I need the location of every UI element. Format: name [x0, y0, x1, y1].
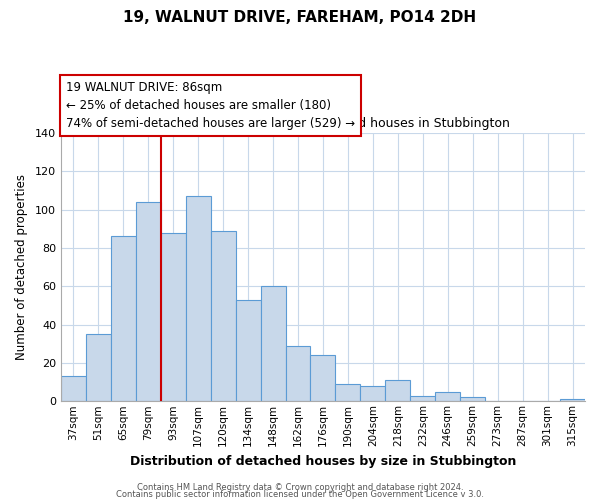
- Bar: [211, 230, 236, 402]
- Bar: [161, 232, 186, 402]
- Bar: [560, 400, 585, 402]
- Bar: [385, 380, 410, 402]
- Bar: [335, 384, 361, 402]
- Y-axis label: Number of detached properties: Number of detached properties: [15, 174, 28, 360]
- Bar: [61, 376, 86, 402]
- Bar: [186, 196, 211, 402]
- Text: Contains public sector information licensed under the Open Government Licence v : Contains public sector information licen…: [116, 490, 484, 499]
- Text: Contains HM Land Registry data © Crown copyright and database right 2024.: Contains HM Land Registry data © Crown c…: [137, 484, 463, 492]
- Bar: [86, 334, 111, 402]
- Bar: [236, 300, 260, 402]
- Text: 19 WALNUT DRIVE: 86sqm
← 25% of detached houses are smaller (180)
74% of semi-de: 19 WALNUT DRIVE: 86sqm ← 25% of detached…: [66, 81, 355, 130]
- Bar: [460, 398, 485, 402]
- X-axis label: Distribution of detached houses by size in Stubbington: Distribution of detached houses by size …: [130, 454, 516, 468]
- Bar: [310, 356, 335, 402]
- Bar: [410, 396, 435, 402]
- Bar: [260, 286, 286, 402]
- Bar: [136, 202, 161, 402]
- Title: Size of property relative to detached houses in Stubbington: Size of property relative to detached ho…: [136, 118, 510, 130]
- Bar: [286, 346, 310, 402]
- Bar: [435, 392, 460, 402]
- Bar: [111, 236, 136, 402]
- Text: 19, WALNUT DRIVE, FAREHAM, PO14 2DH: 19, WALNUT DRIVE, FAREHAM, PO14 2DH: [124, 10, 476, 25]
- Bar: [361, 386, 385, 402]
